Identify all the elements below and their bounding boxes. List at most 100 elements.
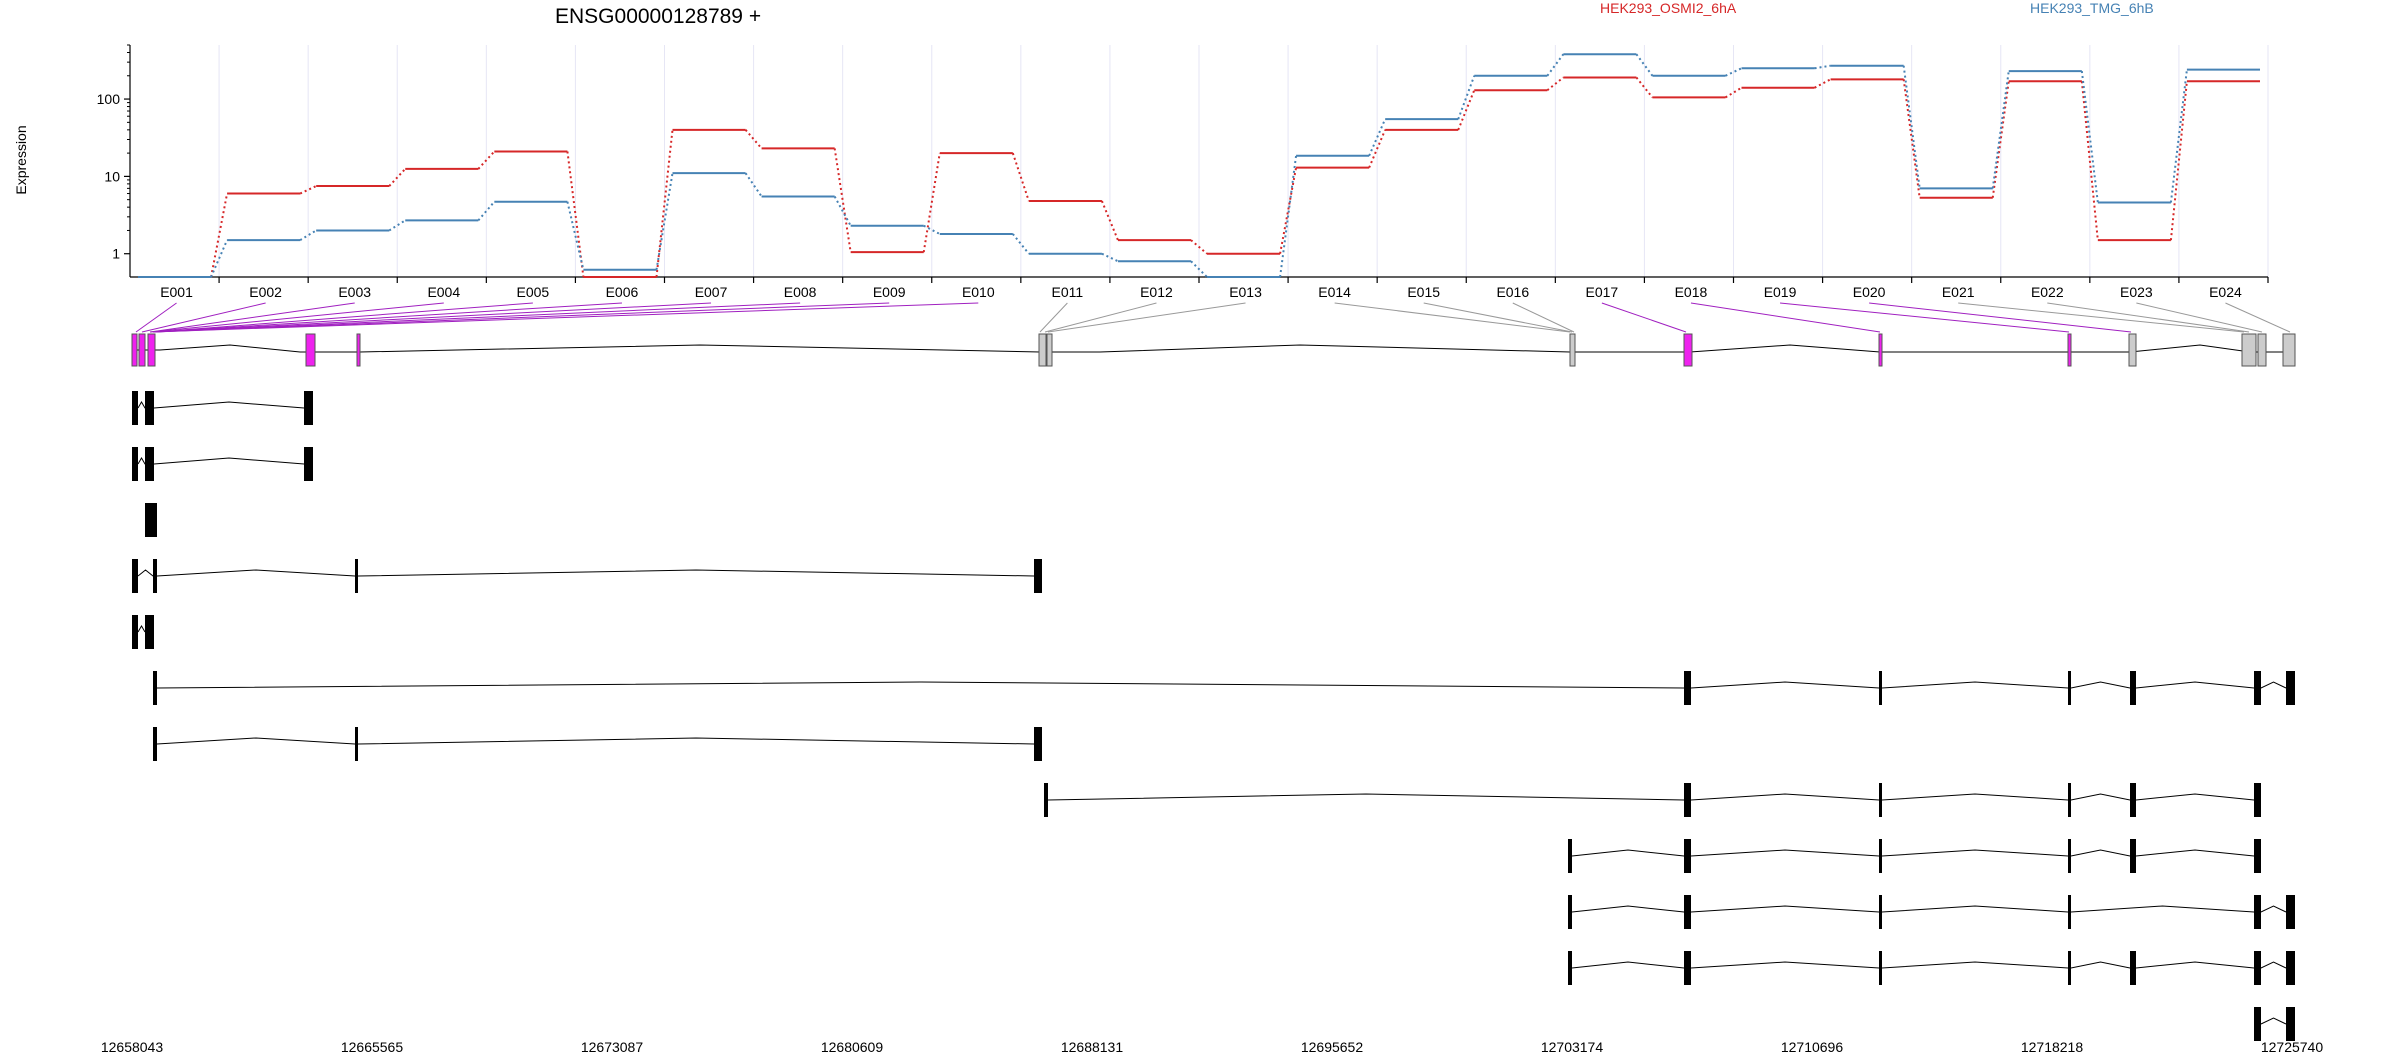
transcript-intron — [1571, 961, 2287, 969]
transcript-exon — [2254, 671, 2261, 705]
transcript-exon — [132, 559, 138, 593]
series-line-2-connector — [1012, 233, 1030, 255]
transcript-exon — [2254, 839, 2261, 873]
transcript-exon — [132, 447, 138, 481]
series-line-1-connector — [1546, 76, 1564, 92]
exon-connector — [149, 302, 444, 333]
transcript-intron — [156, 737, 1035, 745]
transcript-exon — [2254, 951, 2261, 985]
gene-exon — [2241, 333, 2257, 367]
x-tick-label: E019 — [1764, 284, 1797, 300]
series-line-2-connector — [1279, 155, 1298, 278]
x-tick-label: E001 — [160, 284, 193, 300]
series-line-2-connector — [1368, 118, 1387, 157]
y-tick-label: 100 — [97, 91, 121, 107]
series-line-1-connector — [477, 150, 496, 170]
series-line-1-connector — [1724, 86, 1743, 99]
transcript-intron — [137, 625, 146, 633]
x-tick-label: E016 — [1496, 284, 1529, 300]
genomic-tick-label: 12703174 — [1541, 1039, 1604, 1055]
x-tick-label: E009 — [873, 284, 906, 300]
series-line-2-connector — [1902, 65, 1921, 189]
x-tick-label: E006 — [606, 284, 639, 300]
x-tick-label: E012 — [1140, 284, 1173, 300]
y-tick-label: 1 — [112, 246, 120, 262]
series-line-1-connector — [2080, 81, 2099, 241]
transcript-exon — [2068, 783, 2071, 817]
x-tick-label: E010 — [962, 284, 995, 300]
transcript-exon — [153, 503, 157, 537]
transcript-exon — [1568, 895, 1572, 929]
transcript-exon — [145, 615, 154, 649]
transcript-exon — [2254, 783, 2261, 817]
gene-intron-line — [137, 344, 2283, 353]
transcript-exon — [1568, 839, 1572, 873]
transcript-intron — [137, 569, 1035, 577]
transcript-exon — [2286, 1007, 2295, 1041]
gene-exon — [147, 333, 156, 367]
exon-connector — [1690, 302, 1881, 333]
exon-connector — [1047, 302, 1246, 333]
series-line-2-connector — [2080, 70, 2099, 203]
gene-exon — [1878, 333, 1883, 367]
genomic-tick-label: 12680609 — [821, 1039, 884, 1055]
gene-exon — [356, 333, 361, 367]
transcript-exon — [1568, 951, 1572, 985]
series-line-2-connector — [655, 173, 674, 270]
exon-connector — [1779, 302, 2070, 333]
transcript-exon — [1879, 783, 1882, 817]
genomic-axis: 12658043 12665565 12673087 12680609 12688131… — [101, 1039, 2324, 1055]
exon-connector — [1039, 302, 1068, 333]
transcript-intron — [2260, 1017, 2287, 1025]
x-tick-label: E022 — [2031, 284, 2064, 300]
transcript-exon — [304, 391, 313, 425]
genomic-tick-label: 12658043 — [101, 1039, 164, 1055]
transcript-exon — [2286, 671, 2295, 705]
transcript-exon — [1684, 839, 1691, 873]
x-tick-label: E008 — [784, 284, 817, 300]
transcript-exon — [2130, 671, 2136, 705]
series-line-2-connector — [566, 201, 585, 271]
transcript-exon — [1879, 839, 1882, 873]
transcript-exon — [132, 391, 138, 425]
series-line-1-connector — [744, 129, 763, 150]
gene-exon — [1569, 333, 1576, 367]
transcript-exon — [1684, 895, 1691, 929]
gene-exon — [1038, 333, 1047, 367]
transcript-exon — [2068, 839, 2071, 873]
transcript-exon — [355, 559, 358, 593]
genomic-tick-label: 12695652 — [1301, 1039, 1364, 1055]
x-tick-label: E018 — [1675, 284, 1708, 300]
exon-connector — [1869, 302, 2132, 333]
x-tick-label: E023 — [2120, 284, 2153, 300]
gene-exon — [1046, 333, 1053, 367]
gene-exon — [2257, 333, 2267, 367]
transcript-exon — [2254, 895, 2261, 929]
transcript-exon — [1034, 559, 1042, 593]
transcript-exon — [2130, 783, 2136, 817]
series-line-1-connector — [1100, 200, 1119, 241]
transcript-exon — [2130, 839, 2136, 873]
x-tick-label: E004 — [427, 284, 460, 300]
y-axis-label: Expression — [13, 125, 29, 194]
transcript-intron — [137, 401, 305, 409]
gene-exon — [2067, 333, 2072, 367]
genomic-tick-label: 12688131 — [1061, 1039, 1124, 1055]
y-tick-label: 10 — [104, 168, 120, 184]
transcript-exon — [355, 727, 358, 761]
x-tick-label: E021 — [1942, 284, 1975, 300]
series-line-1-connector — [1011, 152, 1030, 202]
y-axis: 1 10 100 — [97, 44, 131, 277]
legend-label-series-2: HEK293_TMG_6hB — [2030, 0, 2154, 16]
series-line-1-connector — [1814, 78, 1832, 89]
x-tick-label: E003 — [338, 284, 371, 300]
transcript-exon — [132, 615, 138, 649]
exon-connector — [2136, 302, 2263, 333]
transcript-exon — [2068, 671, 2071, 705]
gene-model — [131, 333, 2296, 367]
chart-title: ENSG00000128789 + — [555, 5, 761, 28]
exon-connector — [1601, 302, 1687, 333]
genomic-tick-label: 12710696 — [1781, 1039, 1844, 1055]
exon-connector — [154, 302, 533, 333]
exon-connector — [152, 302, 622, 333]
